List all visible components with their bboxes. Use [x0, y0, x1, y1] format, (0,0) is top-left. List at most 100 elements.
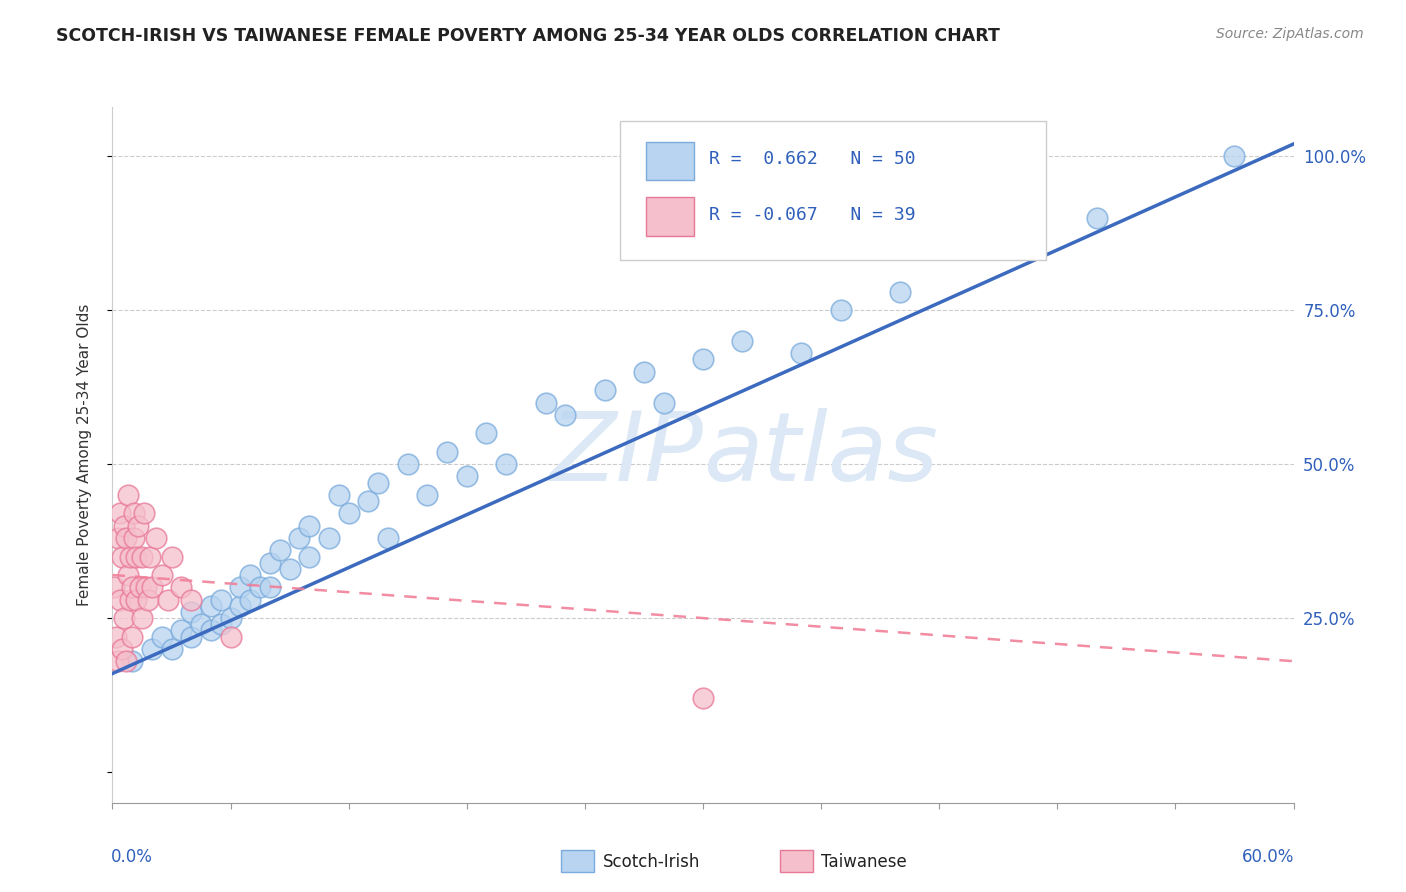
Point	[269, 543, 291, 558]
Point	[692, 352, 714, 367]
Point	[278, 562, 301, 576]
Point	[105, 630, 128, 644]
Point	[180, 592, 202, 607]
Point	[249, 580, 271, 594]
Point	[115, 531, 138, 545]
Point	[156, 592, 179, 607]
Point	[259, 580, 281, 594]
Point	[127, 518, 149, 533]
Point	[229, 599, 252, 613]
Point	[357, 494, 380, 508]
Point	[534, 395, 557, 409]
Point	[288, 531, 311, 545]
Point	[117, 568, 139, 582]
Point	[239, 568, 262, 582]
Point	[633, 365, 655, 379]
Text: 0.0%: 0.0%	[111, 848, 153, 866]
Point	[115, 654, 138, 668]
Point	[129, 580, 152, 594]
Text: R = -0.067   N = 39: R = -0.067 N = 39	[709, 206, 915, 224]
Point	[160, 549, 183, 564]
Point	[377, 531, 399, 545]
Point	[1085, 211, 1108, 225]
Text: Taiwanese: Taiwanese	[821, 853, 907, 871]
Point	[139, 549, 162, 564]
Y-axis label: Female Poverty Among 25-34 Year Olds: Female Poverty Among 25-34 Year Olds	[77, 304, 91, 606]
Point	[110, 507, 132, 521]
Point	[180, 605, 202, 619]
Point	[830, 303, 852, 318]
Point	[1223, 149, 1246, 163]
Text: R =  0.662   N = 50: R = 0.662 N = 50	[709, 150, 915, 169]
Bar	[647, 142, 693, 180]
Point	[692, 691, 714, 706]
Point	[112, 611, 135, 625]
Point	[107, 531, 129, 545]
Text: Source: ZipAtlas.com: Source: ZipAtlas.com	[1216, 27, 1364, 41]
Point	[652, 395, 675, 409]
Text: SCOTCH-IRISH VS TAIWANESE FEMALE POVERTY AMONG 25-34 YEAR OLDS CORRELATION CHART: SCOTCH-IRISH VS TAIWANESE FEMALE POVERTY…	[56, 27, 1000, 45]
Point	[125, 549, 148, 564]
Point	[120, 592, 142, 607]
Point	[790, 346, 813, 360]
Point	[209, 617, 232, 632]
Point	[107, 654, 129, 668]
Point	[122, 531, 145, 545]
Point	[987, 242, 1010, 256]
Text: ZIP: ZIP	[550, 409, 703, 501]
Point	[259, 556, 281, 570]
Text: 60.0%: 60.0%	[1243, 848, 1295, 866]
Bar	[561, 850, 595, 872]
Text: atlas: atlas	[703, 409, 938, 501]
Point	[239, 592, 262, 607]
Point	[219, 611, 242, 625]
Point	[495, 457, 517, 471]
Point	[436, 445, 458, 459]
Point	[209, 592, 232, 607]
Point	[145, 531, 167, 545]
Point	[103, 580, 125, 594]
Point	[889, 285, 911, 299]
Point	[396, 457, 419, 471]
Point	[200, 599, 222, 613]
Point	[121, 630, 143, 644]
Point	[117, 488, 139, 502]
Point	[136, 592, 159, 607]
Point	[112, 518, 135, 533]
Point	[131, 611, 153, 625]
Point	[593, 384, 616, 398]
Point	[328, 488, 350, 502]
Point	[416, 488, 439, 502]
Point	[190, 617, 212, 632]
Point	[200, 624, 222, 638]
Point	[135, 580, 157, 594]
Point	[456, 469, 478, 483]
Bar	[780, 850, 813, 872]
Point	[150, 568, 173, 582]
Text: Scotch-Irish: Scotch-Irish	[603, 853, 700, 871]
Point	[160, 641, 183, 656]
Point	[121, 654, 143, 668]
Point	[298, 549, 321, 564]
Point	[318, 531, 340, 545]
Point	[554, 408, 576, 422]
Point	[121, 580, 143, 594]
Point	[150, 630, 173, 644]
Bar	[647, 197, 693, 235]
Point	[298, 518, 321, 533]
Point	[731, 334, 754, 348]
FancyBboxPatch shape	[620, 121, 1046, 260]
Point	[111, 549, 134, 564]
Point	[337, 507, 360, 521]
Point	[110, 592, 132, 607]
Point	[125, 592, 148, 607]
Point	[122, 507, 145, 521]
Point	[111, 641, 134, 656]
Point	[219, 630, 242, 644]
Point	[475, 426, 498, 441]
Point	[367, 475, 389, 490]
Point	[131, 549, 153, 564]
Point	[141, 641, 163, 656]
Point	[170, 580, 193, 594]
Point	[170, 624, 193, 638]
